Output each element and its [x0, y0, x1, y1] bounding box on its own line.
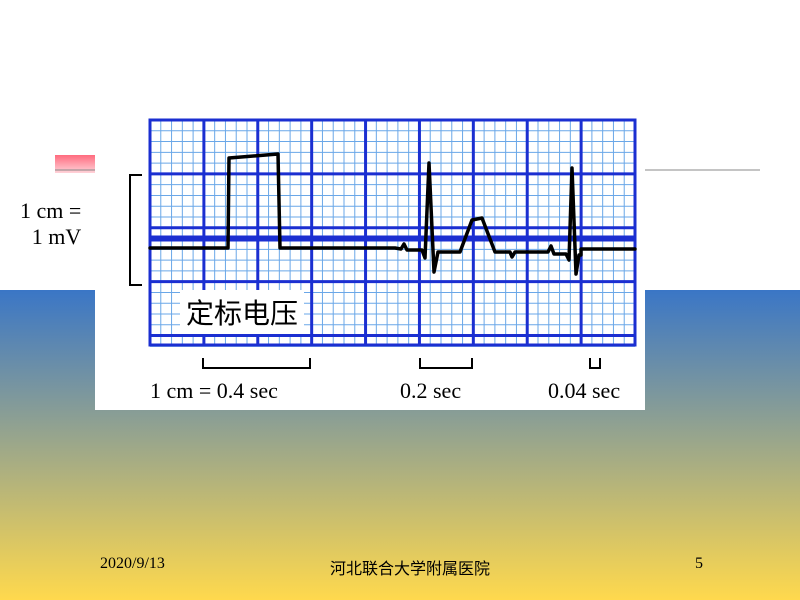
slide-number: 5	[695, 555, 703, 573]
y-axis-scale-label: 1 cm = 1 mV	[20, 198, 81, 251]
calibration-voltage-label: 定标电压	[180, 290, 304, 334]
x-axis-label-02sec: 0.2 sec	[400, 378, 461, 404]
x-axis-label-1cm: 1 cm = 0.4 sec	[150, 378, 278, 404]
x-axis-label-004sec: 0.04 sec	[548, 378, 620, 404]
slide-date: 2020/9/13	[100, 555, 165, 573]
slide-footer-hospital: 河北联合大学附属医院	[330, 555, 490, 579]
